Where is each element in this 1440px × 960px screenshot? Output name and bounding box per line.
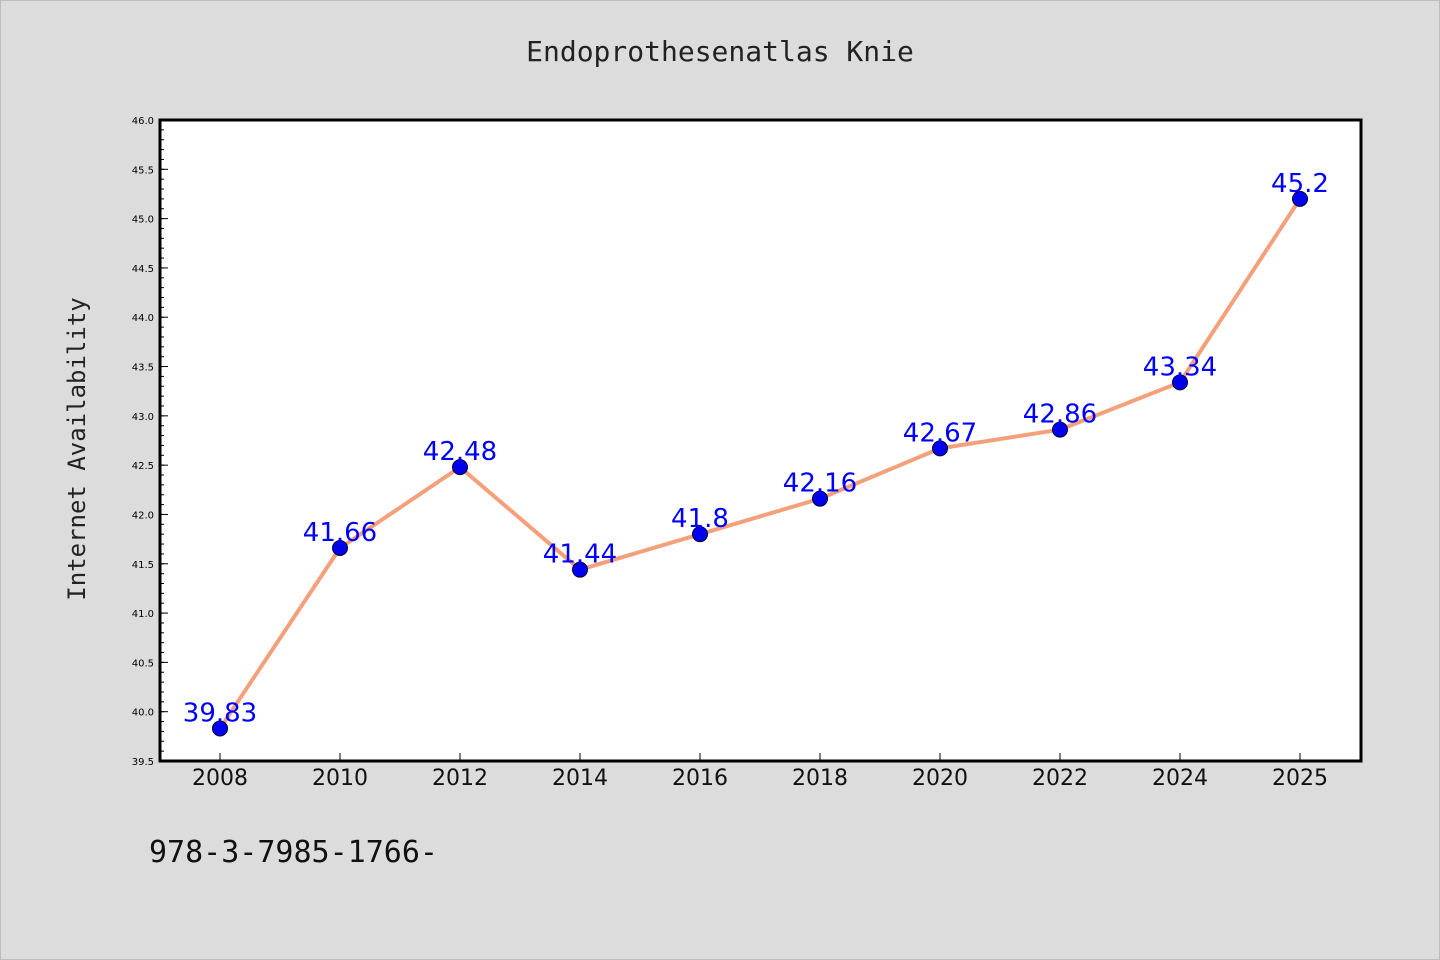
data-point bbox=[332, 539, 348, 556]
series-line bbox=[218, 196, 1302, 731]
data-label: 42.48 bbox=[423, 437, 497, 467]
y-tick-label: 45.0 bbox=[132, 215, 154, 226]
data-point bbox=[572, 561, 588, 578]
data-label: 45.2 bbox=[1271, 169, 1329, 199]
data-point bbox=[932, 440, 948, 457]
y-tick-label: 43.5 bbox=[132, 363, 154, 374]
data-label: 41.8 bbox=[671, 504, 729, 534]
x-tick-label: 2024 bbox=[1152, 766, 1208, 791]
y-tick-label: 46.0 bbox=[132, 116, 154, 127]
y-tick-label: 44.5 bbox=[132, 264, 154, 275]
x-tick-label: 2010 bbox=[312, 766, 368, 791]
x-tick-label: 2020 bbox=[912, 766, 968, 791]
data-label: 42.16 bbox=[783, 469, 857, 499]
data-point bbox=[1292, 190, 1308, 207]
y-tick-label: 42.0 bbox=[132, 510, 154, 521]
data-point bbox=[212, 720, 228, 737]
y-tick-label: 43.0 bbox=[132, 412, 154, 423]
data-label: 42.86 bbox=[1023, 400, 1097, 430]
y-tick-label: 39.5 bbox=[132, 757, 154, 768]
data-label: 39.83 bbox=[183, 698, 257, 728]
y-tick-label: 40.5 bbox=[132, 658, 154, 669]
y-tick-label: 41.5 bbox=[132, 560, 154, 571]
x-tick-label: 2016 bbox=[672, 766, 728, 791]
data-label: 41.66 bbox=[303, 518, 377, 548]
data-label: 42.67 bbox=[903, 418, 977, 448]
y-tick-label: 44.0 bbox=[132, 313, 154, 324]
chart-title: Endoprothesenatlas Knie bbox=[526, 35, 914, 68]
x-tick-label: 2008 bbox=[192, 766, 248, 791]
data-label: 43.34 bbox=[1143, 352, 1217, 382]
data-point bbox=[1172, 374, 1188, 391]
x-tick-label: 2014 bbox=[552, 766, 608, 791]
x-tick-label: 2025 bbox=[1272, 766, 1328, 791]
y-tick-label: 40.0 bbox=[132, 708, 154, 719]
y-tick-label: 45.5 bbox=[132, 165, 154, 176]
y-tick-label: 41.0 bbox=[132, 609, 154, 620]
plot-area bbox=[160, 120, 1361, 761]
data-point bbox=[452, 459, 468, 476]
footnote-isbn: 978-3-7985-1766- bbox=[149, 835, 438, 870]
x-tick-label: 2018 bbox=[792, 766, 848, 791]
y-tick-label: 42.5 bbox=[132, 461, 154, 472]
data-point bbox=[812, 490, 828, 507]
plot-frame bbox=[158, 118, 1363, 763]
x-tick-label: 2022 bbox=[1032, 766, 1088, 791]
data-label: 41.44 bbox=[543, 540, 617, 570]
data-point bbox=[1052, 421, 1068, 438]
data-point bbox=[692, 526, 708, 543]
x-tick-label: 2012 bbox=[432, 766, 488, 791]
